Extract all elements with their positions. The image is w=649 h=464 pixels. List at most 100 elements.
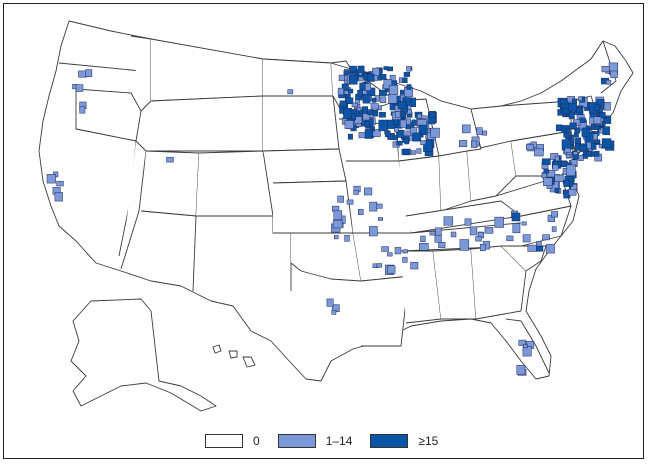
county-marker: [56, 180, 64, 187]
county-marker: [536, 245, 544, 252]
county-marker: [605, 79, 612, 85]
county-marker: [357, 89, 363, 97]
county-marker: [75, 84, 84, 92]
county-marker: [383, 66, 389, 71]
county-marker: [555, 124, 563, 132]
county-marker: [371, 97, 377, 103]
county-marker: [388, 93, 398, 104]
legend-item-zero: 0: [205, 434, 260, 448]
county-marker: [347, 133, 353, 140]
county-marker: [541, 172, 547, 179]
county-marker: [586, 151, 592, 157]
county-marker: [355, 99, 360, 104]
county-marker: [361, 106, 369, 114]
county-marker: [402, 77, 408, 83]
county-marker: [367, 73, 375, 82]
county-marker: [412, 132, 422, 142]
county-marker: [394, 111, 401, 118]
county-marker: [471, 140, 478, 148]
county-marker: [397, 101, 407, 110]
county-marker: [581, 127, 590, 137]
county-marker: [418, 124, 428, 135]
county-marker: [372, 67, 380, 77]
county-marker: [348, 75, 358, 85]
county-marker: [337, 87, 344, 96]
county-marker: [379, 96, 387, 104]
county-marker: [552, 164, 559, 171]
county-marker: [590, 142, 597, 150]
county-marker: [353, 190, 359, 195]
county-marker: [344, 120, 354, 129]
county-marker: [370, 103, 379, 110]
county-marker: [601, 66, 610, 73]
legend-label-high: ≥15: [418, 434, 439, 448]
county-marker: [394, 247, 402, 255]
county-marker: [484, 227, 494, 234]
county-marker: [401, 149, 409, 155]
county-marker: [352, 109, 358, 114]
county-marker: [566, 164, 576, 176]
county-marker: [378, 112, 386, 118]
county-marker: [516, 364, 526, 375]
county-marker: [364, 129, 373, 139]
county-marker: [578, 145, 588, 152]
county-marker: [476, 127, 483, 135]
county-marker: [574, 137, 582, 144]
county-marker: [339, 100, 347, 108]
county-marker: [593, 116, 602, 124]
county-marker: [369, 201, 378, 212]
county-marker: [396, 140, 403, 146]
county-marker: [333, 210, 343, 221]
county-marker: [404, 138, 409, 145]
county-marker: [406, 66, 412, 72]
county-marker: [536, 241, 542, 247]
county-marker: [577, 96, 583, 102]
county-marker: [383, 79, 392, 89]
county-marker: [387, 252, 393, 257]
county-marker: [385, 130, 391, 138]
county-marker: [563, 179, 570, 187]
county-marker: [568, 112, 575, 120]
county-marker: [356, 107, 362, 112]
county-marker: [573, 151, 578, 155]
county-marker: [430, 127, 440, 138]
county-marker: [331, 310, 337, 315]
legend-swatch-high: [370, 434, 409, 448]
county-marker: [378, 217, 383, 221]
county-marker: [388, 85, 399, 95]
county-marker: [346, 199, 354, 205]
county-marker: [358, 209, 364, 216]
county-marker: [380, 74, 387, 80]
county-marker: [542, 234, 550, 241]
county-marker: [554, 155, 560, 162]
county-marker: [376, 203, 383, 209]
county-marker: [522, 234, 531, 243]
county-marker: [603, 115, 612, 124]
county-marker: [420, 140, 427, 145]
county-marker: [403, 72, 411, 77]
county-marker: [358, 76, 364, 82]
county-marker: [603, 102, 611, 111]
county-marker: [526, 144, 534, 151]
county-marker: [563, 132, 571, 138]
county-marker: [334, 235, 339, 240]
county-marker: [79, 106, 86, 114]
county-marker: [574, 127, 581, 134]
county-marker: [543, 177, 553, 186]
county-marker: [348, 88, 354, 94]
county-marker: [522, 344, 528, 349]
county-marker: [560, 160, 567, 167]
legend-item-high: ≥15: [370, 434, 438, 448]
county-marker: [443, 216, 454, 226]
county-marker: [464, 218, 472, 226]
county-marker: [601, 138, 612, 149]
county-marker: [364, 83, 372, 91]
county-marker: [543, 169, 549, 174]
legend-swatch-zero: [205, 434, 243, 448]
legend-label-low: 1–14: [325, 434, 353, 448]
county-marker: [417, 113, 422, 119]
county-marker: [410, 261, 419, 270]
county-marker: [369, 226, 378, 237]
county-marker: [381, 246, 389, 252]
county-marker: [46, 174, 56, 184]
